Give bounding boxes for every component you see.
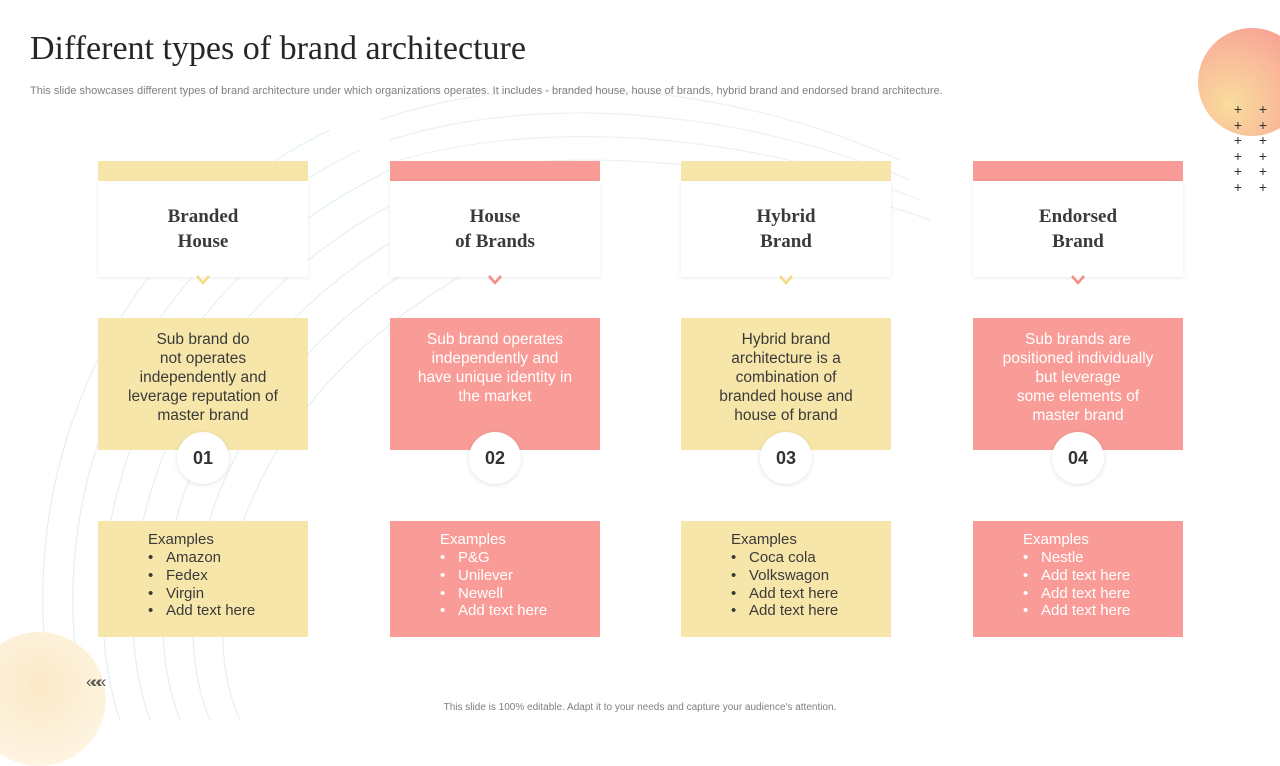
plus-icon: +	[1233, 101, 1243, 117]
examples-list: Coca cola Volkswagon Add text here Add t…	[731, 549, 838, 620]
card-number-badge: 02	[469, 432, 521, 484]
plus-icon: +	[1233, 147, 1243, 164]
card-heading: House of Brands	[455, 206, 535, 252]
card-examples-box: Examples P&G Unilever Newell Add text he…	[390, 521, 600, 637]
card-description-box: Hybrid brand architecture is a combinati…	[681, 318, 891, 450]
chevron-down-icon	[196, 275, 210, 285]
card-hybrid-brand: Hybrid Brand Hybrid brand architecture i…	[681, 161, 891, 641]
examples-title: Examples	[731, 531, 797, 548]
example-item: Add text here	[731, 585, 838, 603]
card-number-badge: 01	[177, 432, 229, 484]
examples-list: P&G Unilever Newell Add text here	[440, 549, 547, 620]
example-item: Virgin	[148, 585, 255, 603]
card-heading-box: Branded House	[98, 181, 308, 277]
example-item: Coca cola	[731, 549, 838, 567]
card-house-of-brands: House of Brands Sub brand operates indep…	[390, 161, 600, 641]
plus-grid-decoration: + + + + + + + + + + + +	[1230, 101, 1274, 195]
examples-title: Examples	[1023, 531, 1089, 548]
card-description: Sub brand operates independently and hav…	[417, 331, 573, 405]
card-description-box: Sub brand do not operates independently …	[98, 318, 308, 450]
example-item: Add text here	[440, 602, 547, 620]
card-number-badge: 04	[1052, 432, 1104, 484]
decorative-circle-top-right	[1198, 28, 1280, 136]
example-item: Volkswagon	[731, 567, 838, 585]
page-title: Different types of brand architecture	[30, 30, 526, 67]
card-description-box: Sub brands are positioned individually b…	[973, 318, 1183, 450]
footer-note: This slide is 100% editable. Adapt it to…	[443, 702, 837, 713]
card-examples-box: Examples Nestle Add text here Add text h…	[973, 521, 1183, 637]
card-number-badge: 03	[760, 432, 812, 484]
plus-icon: +	[1258, 101, 1268, 117]
card-endorsed-brand: Endorsed Brand Sub brands are positioned…	[973, 161, 1183, 641]
card-examples-box: Examples Amazon Fedex Virgin Add text he…	[98, 521, 308, 637]
card-description: Hybrid brand architecture is a combinati…	[719, 331, 853, 424]
example-item: Newell	[440, 585, 547, 603]
card-description: Sub brands are positioned individually b…	[1002, 331, 1154, 424]
plus-icon: +	[1258, 147, 1268, 164]
examples-list: Amazon Fedex Virgin Add text here	[148, 549, 255, 620]
plus-icon: +	[1233, 178, 1243, 195]
chevron-down-icon	[1071, 275, 1085, 285]
example-item: Add text here	[731, 602, 838, 620]
card-color-strip	[390, 161, 600, 181]
card-description-box: Sub brand operates independently and hav…	[390, 318, 600, 450]
page-subtitle: This slide showcases different types of …	[30, 85, 943, 97]
example-item: Add text here	[148, 602, 255, 620]
card-description: Sub brand do not operates independently …	[128, 331, 278, 424]
example-item: Fedex	[148, 567, 255, 585]
examples-list: Nestle Add text here Add text here Add t…	[1023, 549, 1130, 620]
card-color-strip	[98, 161, 308, 181]
example-item: Add text here	[1023, 585, 1130, 603]
examples-title: Examples	[440, 531, 506, 548]
card-branded-house: Branded House Sub brand do not operates …	[98, 161, 308, 641]
card-color-strip	[681, 161, 891, 181]
example-item: Nestle	[1023, 549, 1130, 567]
example-item: Amazon	[148, 549, 255, 567]
card-heading: Endorsed Brand	[1038, 206, 1118, 252]
card-examples-box: Examples Coca cola Volkswagon Add text h…	[681, 521, 891, 637]
example-item: Add text here	[1023, 567, 1130, 585]
card-heading-box: House of Brands	[390, 181, 600, 277]
plus-icon: +	[1233, 163, 1243, 179]
plus-icon: +	[1258, 178, 1268, 195]
chevron-down-icon	[488, 275, 502, 285]
chevron-down-icon	[779, 275, 793, 285]
plus-icon: +	[1233, 132, 1243, 148]
plus-icon: +	[1233, 116, 1243, 133]
examples-title: Examples	[148, 531, 214, 548]
plus-icon: +	[1258, 116, 1268, 133]
example-item: P&G	[440, 549, 547, 567]
plus-icon: +	[1258, 132, 1268, 148]
card-heading-box: Endorsed Brand	[973, 181, 1183, 277]
plus-icon: +	[1258, 163, 1268, 179]
example-item: Unilever	[440, 567, 547, 585]
card-heading-box: Hybrid Brand	[681, 181, 891, 277]
card-color-strip	[973, 161, 1183, 181]
chevrons-left-icon: «««	[86, 672, 106, 691]
card-heading: Branded House	[167, 206, 239, 252]
example-item: Add text here	[1023, 602, 1130, 620]
card-heading: Hybrid Brand	[756, 206, 816, 252]
